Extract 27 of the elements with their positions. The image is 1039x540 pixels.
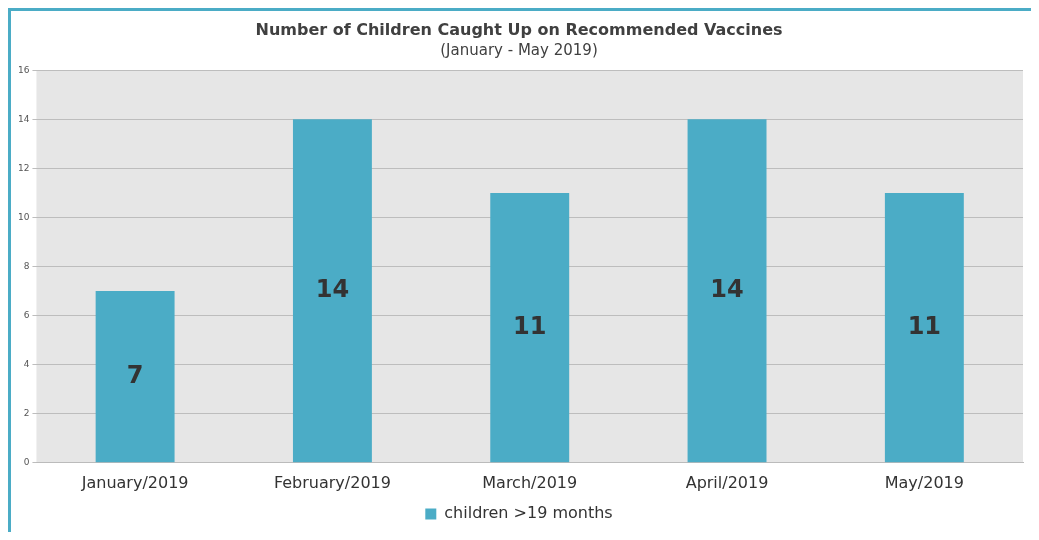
- x-tick-label: April/2019: [685, 472, 769, 492]
- data-label: 7: [126, 360, 144, 389]
- x-tick-label: March/2019: [482, 472, 578, 492]
- x-tick-label: February/2019: [273, 472, 391, 492]
- bar: [687, 119, 767, 463]
- y-tick-label: 16: [18, 64, 30, 75]
- y-tick-label: 14: [18, 113, 30, 124]
- x-tick-label: May/2019: [884, 472, 964, 492]
- chart-subtitle: (January - May 2019): [440, 41, 598, 60]
- y-tick-label: 2: [23, 408, 30, 419]
- bar: [292, 119, 372, 463]
- y-tick-label: 0: [23, 457, 30, 468]
- bar: [884, 192, 964, 463]
- y-tick-label: 10: [18, 211, 30, 222]
- y-tick-label: 4: [23, 358, 30, 369]
- chart-title: Number of Children Caught Up on Recommended Vaccines: [255, 19, 783, 39]
- x-tick-label: January/2019: [80, 472, 189, 492]
- legend-label: children >19 months: [444, 503, 613, 523]
- y-tick-label: 12: [18, 162, 30, 173]
- bar: [490, 192, 570, 463]
- y-tick-label: 8: [23, 260, 30, 271]
- data-label: 14: [315, 275, 350, 304]
- data-label: 11: [513, 311, 547, 340]
- bar: [95, 291, 175, 463]
- data-label: 14: [710, 275, 744, 304]
- data-label: 11: [907, 311, 942, 340]
- y-tick-label: 6: [23, 309, 30, 320]
